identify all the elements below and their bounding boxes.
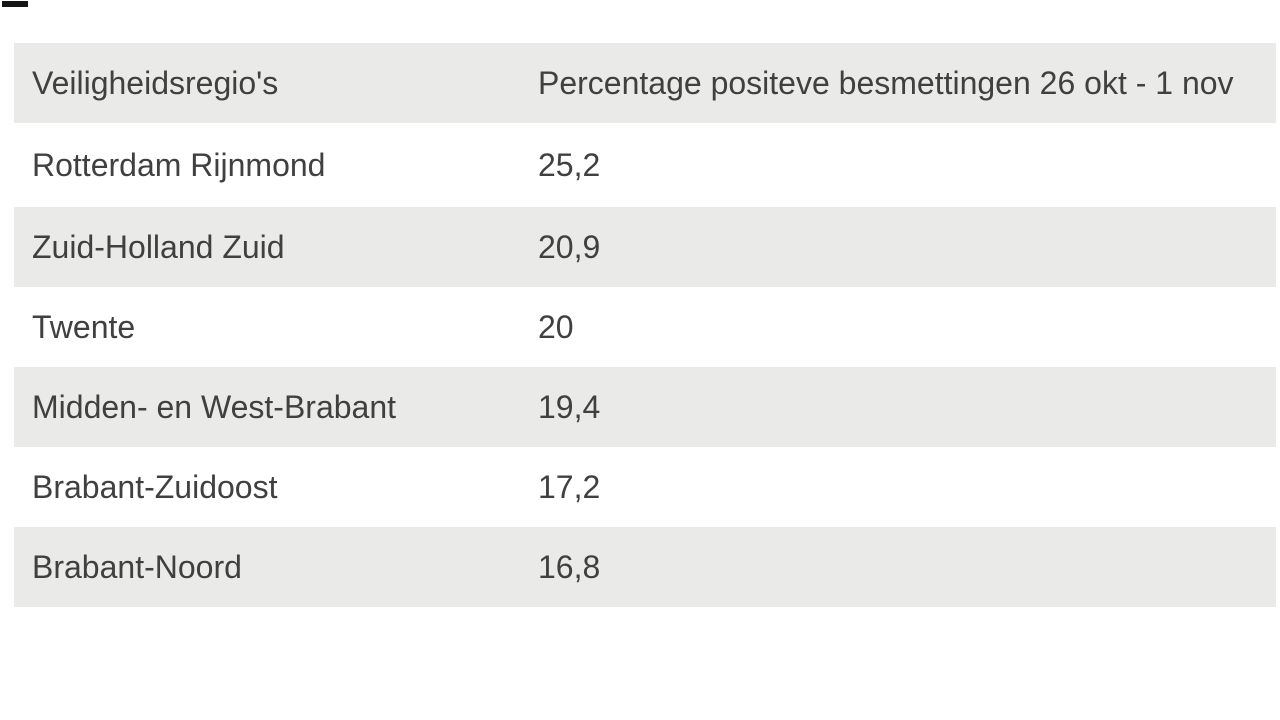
value-cell: 17,2 xyxy=(538,468,601,505)
table-header-row: Veiligheidsregio's Percentage positeve b… xyxy=(14,43,1276,123)
region-cell: Twente xyxy=(32,308,136,345)
value-cell: 16,8 xyxy=(538,548,601,585)
column-header-region: Veiligheidsregio's xyxy=(32,64,279,101)
value-cell: 20,9 xyxy=(538,228,601,265)
table-row: Brabant-Zuidoost 17,2 xyxy=(14,447,1276,527)
regions-table: Veiligheidsregio's Percentage positeve b… xyxy=(14,43,1276,607)
table-row: Rotterdam Rijnmond 25,2 xyxy=(14,123,1276,207)
corner-mark xyxy=(2,1,28,7)
table-row: Zuid-Holland Zuid 20,9 xyxy=(14,207,1276,287)
region-cell: Zuid-Holland Zuid xyxy=(32,228,285,265)
region-cell: Brabant-Noord xyxy=(32,548,242,585)
region-cell: Rotterdam Rijnmond xyxy=(32,146,326,183)
region-cell: Midden- en West-Brabant xyxy=(32,388,397,425)
value-cell: 25,2 xyxy=(538,146,601,183)
table-row: Midden- en West-Brabant 19,4 xyxy=(14,367,1276,447)
column-header-percentage: Percentage positeve besmettingen 26 okt … xyxy=(538,64,1234,101)
region-cell: Brabant-Zuidoost xyxy=(32,468,278,505)
table-row: Brabant-Noord 16,8 xyxy=(14,527,1276,607)
table-row: Twente 20 xyxy=(14,287,1276,367)
value-cell: 20 xyxy=(538,308,574,345)
value-cell: 19,4 xyxy=(538,388,601,425)
